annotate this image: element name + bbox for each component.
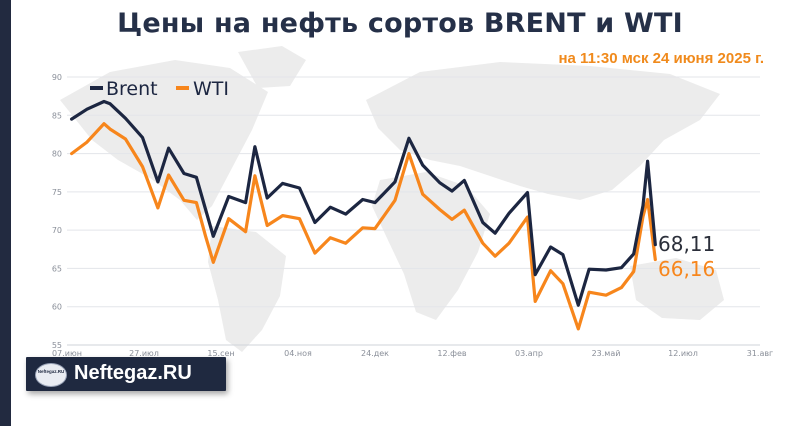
series-lines (69, 99, 657, 331)
y-tick-label: 75 (52, 188, 62, 197)
x-tick-label: 24.дек (361, 349, 389, 358)
y-axis-ticks: 55 60 65 70 75 80 85 90 (52, 73, 62, 350)
x-tick-label: 07.июн (52, 349, 82, 358)
y-tick-label: 85 (52, 111, 62, 120)
legend: Brent WTI (90, 78, 229, 100)
x-tick-label: 27.июл (129, 349, 159, 358)
left-accent-bar (0, 0, 11, 426)
x-tick-label: 15.сен (207, 349, 234, 358)
map-australia (630, 258, 724, 320)
x-tick-label: 03.апр (515, 349, 543, 358)
map-south-america (208, 226, 286, 352)
end-label-wti: 66,16 (658, 257, 715, 281)
x-tick-label: 12.фев (437, 349, 466, 358)
map-eurasia (366, 62, 720, 200)
series-line-wti (69, 122, 657, 331)
legend-label-brent: Brent (106, 78, 158, 100)
world-map-background (60, 46, 724, 352)
x-tick-label: 31.авг (747, 349, 774, 358)
logo-badge-icon: Neftegaz.RU (35, 363, 67, 387)
y-tick-label: 55 (52, 341, 62, 350)
x-tick-label: 12.июл (668, 349, 698, 358)
logo-text: Neftegaz.RU (74, 362, 192, 384)
map-africa (372, 172, 490, 320)
x-axis-ticks: 07.июн 27.июл 15.сен 04.ноя 24.дек 12.фев 03.а… (52, 349, 773, 358)
map-north-america (60, 60, 268, 220)
logo-badge-text: Neftegaz.RU (37, 369, 65, 374)
x-tick-label: 04.ноя (284, 349, 312, 358)
series-line-brent (69, 99, 657, 307)
page-subtitle: на 11:30 мск 24 июня 2025 г. (558, 50, 764, 67)
legend-label-wti: WTI (193, 78, 229, 100)
page-title: Цены на нефть сортов BRENT и WTI (117, 8, 683, 39)
x-tick-label: 23.май (592, 349, 621, 358)
logo-banner: Neftegaz.RU Neftegaz.RU (26, 357, 226, 391)
y-tick-label: 90 (52, 73, 62, 82)
y-tick-label: 60 (52, 303, 62, 312)
y-tick-label: 80 (52, 150, 62, 159)
end-label-brent: 68,11 (658, 232, 715, 256)
y-tick-label: 70 (52, 226, 62, 235)
y-tick-label: 65 (52, 264, 62, 273)
